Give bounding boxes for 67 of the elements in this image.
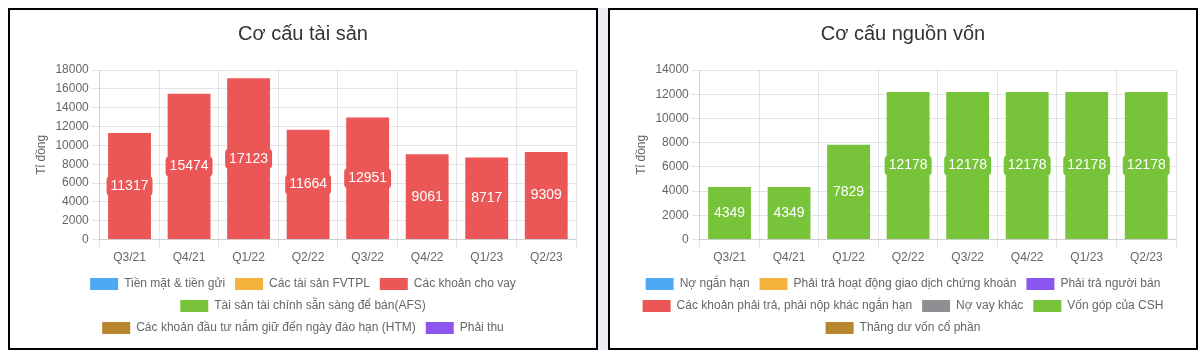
data-label: 17123 xyxy=(229,149,269,166)
x-tick-label: Q3/22 xyxy=(951,250,985,265)
x-tick-label: Q1/23 xyxy=(1070,250,1104,265)
y-tick-label: 8000 xyxy=(662,135,690,149)
data-label: 12178 xyxy=(1126,156,1166,173)
y-tick-label: 12000 xyxy=(655,86,690,101)
x-tick-label: Q3/22 xyxy=(351,250,385,265)
legend-label: Nợ vay khác xyxy=(956,298,1024,313)
legend-label: Các khoản đầu tư nắm giữ đến ngày đáo hạn (HTM) xyxy=(136,319,416,335)
y-tick-label: 4000 xyxy=(662,183,690,198)
data-label: 12951 xyxy=(348,169,388,186)
x-tick-label: Q2/22 xyxy=(891,250,925,265)
x-tick-label: Q1/23 xyxy=(470,250,504,265)
legend-label: Các tài sản FVTPL xyxy=(269,276,371,291)
data-label: 9309 xyxy=(530,186,563,203)
legend-label: Các khoản cho vay xyxy=(413,276,516,291)
legend-label: Phải trả hoạt động giao dịch chứng khoán xyxy=(793,276,1017,291)
y-tick-label: 16000 xyxy=(55,81,90,96)
legend-label: Thăng dư vốn cổ phần xyxy=(859,320,981,335)
legend-label: Phải thu xyxy=(459,320,504,335)
data-label: 4349 xyxy=(713,203,746,220)
y-tick-label: 8000 xyxy=(62,156,90,171)
data-label: 12178 xyxy=(1007,156,1047,173)
legend-label: Phải trả người bán xyxy=(1060,276,1161,291)
legend-label: Vốn góp của CSH xyxy=(1067,298,1164,313)
chart-title: Cơ cấu nguồn vốn xyxy=(820,21,986,44)
data-label: 4349 xyxy=(773,203,805,220)
legend-label: Các khoản phải trả, phải nộp khác ngắn hạn xyxy=(676,297,913,313)
x-tick-label: Q3/21 xyxy=(713,250,747,265)
x-tick-label: Q2/22 xyxy=(291,250,325,265)
data-label: 11664 xyxy=(289,175,328,192)
x-tick-label: Q4/21 xyxy=(772,250,806,265)
x-tick-label: Q4/21 xyxy=(172,250,206,265)
y-tick-label: 10000 xyxy=(655,110,690,125)
y-tick-label: 6000 xyxy=(662,159,690,174)
data-label: 15474 xyxy=(169,157,209,174)
data-label: 12178 xyxy=(948,156,988,173)
y-tick-label: 10000 xyxy=(55,137,90,152)
x-tick-label: Q4/22 xyxy=(1010,250,1044,265)
data-label: 8717 xyxy=(471,189,503,206)
y-tick-label: 14000 xyxy=(55,100,90,114)
y-tick-label: 4000 xyxy=(62,194,90,209)
x-tick-label: Q1/22 xyxy=(832,250,866,265)
y-tick-label: 2000 xyxy=(62,213,90,228)
x-tick-label: Q2/23 xyxy=(1129,250,1163,265)
data-label: 11317 xyxy=(110,176,149,193)
legend-label: Tiền mặt & tiền gửi xyxy=(124,276,226,291)
data-label: 12178 xyxy=(888,156,928,173)
y-axis-title: Tỉ đồng xyxy=(33,134,48,175)
y-tick-label: 14000 xyxy=(655,62,690,77)
y-tick-label: 18000 xyxy=(55,62,90,77)
legend-label: Tài sản tài chính sẵn sàng để bán(AFS) xyxy=(214,297,426,313)
x-tick-label: Q4/22 xyxy=(410,250,444,265)
y-tick-label: 12000 xyxy=(55,118,90,133)
y-tick-label: 0 xyxy=(682,231,690,246)
data-label: 9061 xyxy=(411,187,443,204)
x-tick-label: Q3/21 xyxy=(113,250,147,265)
y-tick-label: 0 xyxy=(82,231,90,246)
legend-label: Nợ ngắn hạn xyxy=(679,275,750,291)
y-axis-title: Tỉ đồng xyxy=(633,134,648,175)
x-tick-label: Q1/22 xyxy=(232,250,266,265)
chart-title: Cơ cấu tài sản xyxy=(238,21,368,44)
data-label: 12178 xyxy=(1067,156,1107,173)
x-tick-label: Q2/23 xyxy=(529,250,563,265)
y-tick-label: 6000 xyxy=(62,175,90,190)
y-tick-label: 2000 xyxy=(662,207,690,222)
data-label: 7829 xyxy=(833,182,865,199)
